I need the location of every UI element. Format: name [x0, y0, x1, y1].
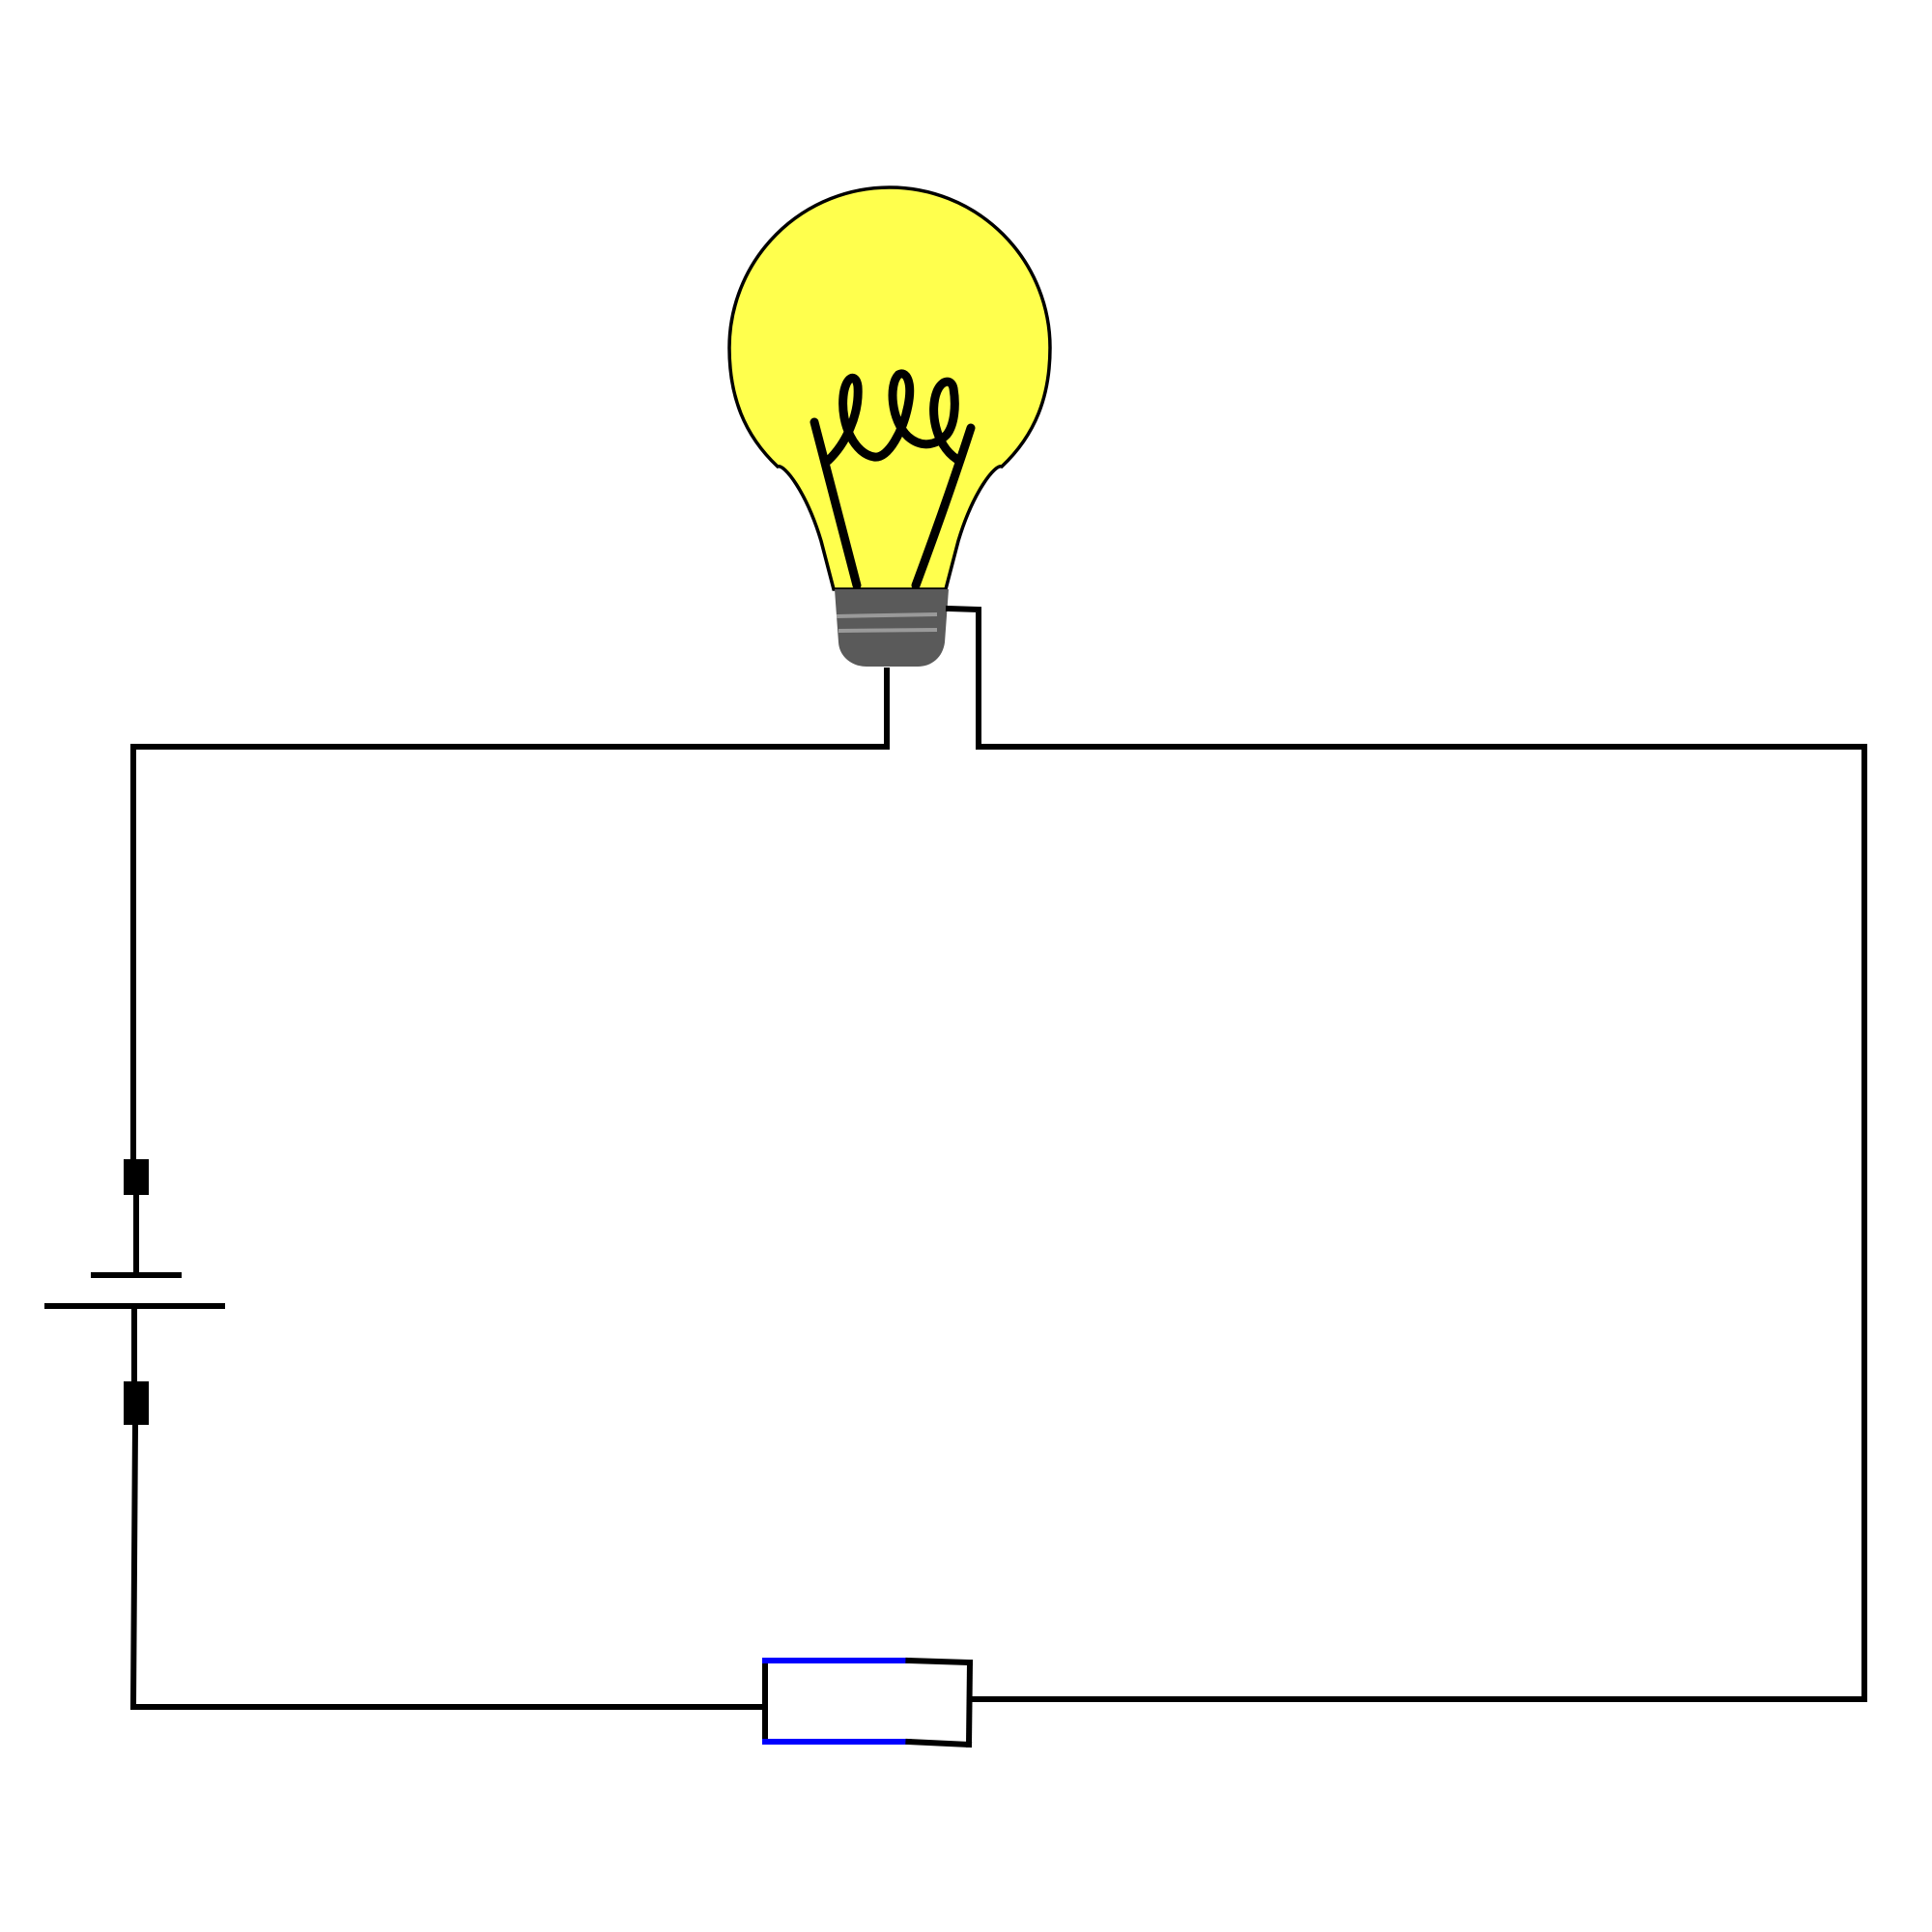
wire-lamp-to-right	[945, 605, 1867, 1702]
circuit-wires	[129, 605, 1867, 1710]
filament-coil	[823, 369, 961, 466]
resistor-bottom-inactive-section	[905, 1738, 973, 1748]
wire-battery-to-resistor	[129, 1421, 768, 1710]
filament-lead-left	[810, 417, 862, 590]
battery-cell-icon	[44, 1159, 225, 1425]
bulb-base	[835, 589, 949, 667]
battery-terminal-bottom	[124, 1381, 149, 1425]
resistor-right-edge	[965, 1659, 974, 1748]
resistor-top-inactive-section	[905, 1657, 974, 1666]
battery-terminal-top	[124, 1159, 149, 1195]
variable-resistor-icon	[762, 1657, 974, 1748]
bulb-base-thread	[836, 612, 938, 618]
bulb-base-body	[835, 589, 949, 667]
filament-lead-right	[911, 423, 976, 590]
bulb-base-thread	[838, 628, 938, 633]
light-bulb-icon	[727, 185, 1052, 667]
wire-lamp-to-battery	[130, 668, 890, 1162]
filament	[810, 369, 976, 590]
